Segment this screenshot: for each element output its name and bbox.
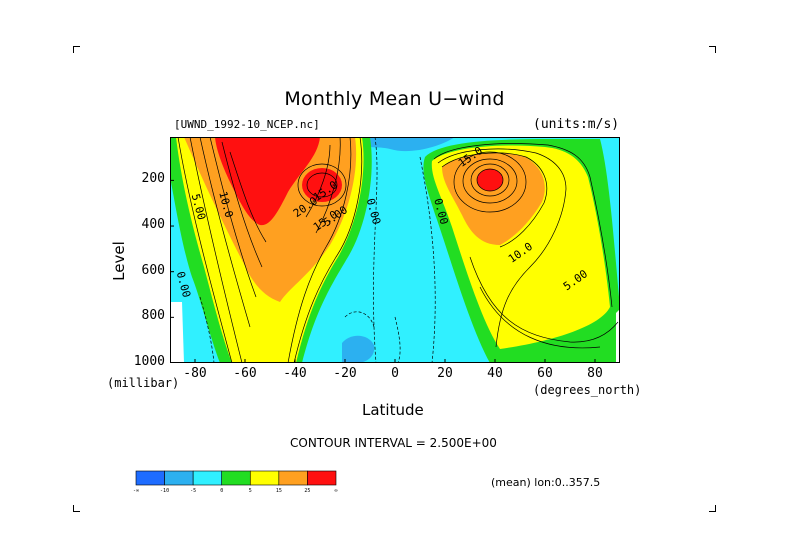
x-axis-label: Latitude <box>362 401 424 419</box>
contour-line <box>479 286 601 349</box>
contour-line <box>305 144 331 218</box>
x-tick-label: 0 <box>391 366 399 381</box>
x-tick-label: 40 <box>487 366 503 381</box>
contour-line <box>229 151 267 243</box>
contour-line <box>306 172 338 198</box>
contour-line <box>462 158 518 204</box>
contour-line <box>297 163 347 207</box>
x-tick-label: 20 <box>437 366 453 381</box>
colorbar-swatch <box>221 470 251 486</box>
contour-line <box>373 137 378 363</box>
fill-white-gap <box>170 302 184 363</box>
colorbar-swatch <box>249 470 280 486</box>
fill-nh-orange <box>442 152 545 245</box>
x-tick-label: 60 <box>537 366 553 381</box>
contour-line <box>315 137 341 234</box>
contour-line <box>453 151 527 213</box>
mean-longitude-note: (mean) lon:0..357.5 <box>491 476 601 489</box>
colorbar-label: 15 <box>275 488 282 494</box>
contour-line <box>199 296 215 363</box>
contour-interval-label: CONTOUR INTERVAL = 2.500E+00 <box>290 436 497 450</box>
x-tick-label: -40 <box>283 366 307 381</box>
colorbar-swatch <box>307 470 337 486</box>
contour-line <box>476 168 504 192</box>
contour-line <box>419 156 436 363</box>
contour-line <box>189 137 243 363</box>
corner-mark-top-left <box>73 46 80 53</box>
contour-line <box>287 137 352 363</box>
y-tick-label: 200 <box>141 171 165 187</box>
fill-blue-pocket <box>342 335 375 363</box>
contour-line <box>469 256 619 343</box>
contour-fills <box>170 137 620 363</box>
colorbar-swatch <box>164 470 194 486</box>
fill-sh-red <box>215 137 320 226</box>
contour-plot: 15.020.015.05.00 0.0010.05.000.000.0015.0… <box>170 137 620 363</box>
axis-ticks <box>170 179 596 363</box>
colorbar-swatch <box>135 470 165 486</box>
colorbar-label: 0 <box>220 488 224 494</box>
x-axis-unit: (degrees_north) <box>533 383 642 397</box>
y-tick-label: 1000 <box>133 354 165 369</box>
contour-line <box>177 137 233 363</box>
y-tick-label: 600 <box>141 262 165 278</box>
y-tick-label: 400 <box>141 217 165 233</box>
dataset-label: [UWND_1992-10_NCEP.nc] <box>174 118 320 131</box>
colorbar-label: 25 <box>304 488 311 494</box>
corner-mark-bottom-left <box>73 505 80 512</box>
x-tick-label: -80 <box>183 366 207 381</box>
x-tick-label: -20 <box>333 366 357 381</box>
x-tick-label: 80 <box>587 366 603 381</box>
colorbar-label: ∞ <box>334 488 338 494</box>
colorbar-label: -∞ <box>132 488 140 494</box>
corner-mark-bottom-right <box>709 505 716 512</box>
contour-line <box>437 148 567 348</box>
x-tick-label: -60 <box>233 366 257 381</box>
colorbar-swatch <box>278 470 308 486</box>
y-tick-label: 800 <box>141 308 165 324</box>
fill-nh-red <box>477 169 503 191</box>
units-label: (units:m/s) <box>533 117 620 132</box>
colorbar-swatch <box>192 470 223 486</box>
chart-title: Monthly Mean U−wind <box>284 88 505 110</box>
colorbar-label: -10 <box>160 488 170 494</box>
corner-mark-top-right <box>709 46 716 53</box>
contour-line <box>433 143 613 308</box>
colorbar-label: 5 <box>248 488 252 494</box>
contour-line <box>394 316 401 363</box>
contour-line <box>470 163 510 197</box>
colorbar-label: -5 <box>190 488 197 494</box>
contour-line <box>221 141 263 268</box>
contour-line <box>209 137 257 298</box>
contour-line <box>293 137 363 363</box>
y-axis-label: Level <box>110 241 128 281</box>
colorbar <box>135 470 337 486</box>
contour-lines <box>177 137 619 363</box>
contour-line <box>199 137 251 328</box>
y-axis-unit: (millibar) <box>107 376 180 390</box>
